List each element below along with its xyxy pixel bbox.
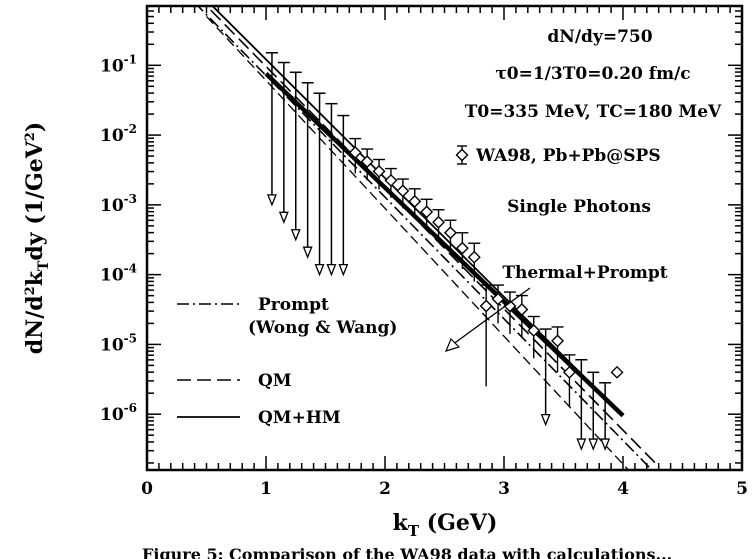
annotation-single-photons: Single Photons <box>507 197 651 217</box>
upper-limit-arrow <box>540 413 551 427</box>
annotation-dndy: dN/dy=750 <box>547 27 652 47</box>
data-point <box>467 250 481 264</box>
upper-limit-arrow <box>290 229 301 242</box>
data-point <box>479 299 493 313</box>
data-point <box>443 226 457 240</box>
figure-caption: Figure 5: Comparison of the WA98 data wi… <box>142 545 672 559</box>
upper-limit-arrow <box>588 438 599 451</box>
thermal-prompt-arrowhead <box>444 337 461 352</box>
thermal-prompt-pointer <box>451 287 531 346</box>
upper-limit-arrow <box>600 438 611 451</box>
data-point <box>491 292 505 306</box>
data-point <box>348 146 362 160</box>
x-tick-label: 2 <box>379 479 391 499</box>
x-axis-title: kT (GeV) <box>393 510 498 540</box>
data-point <box>420 205 434 219</box>
data-point <box>503 299 517 313</box>
y-tick-label: 10-2 <box>100 122 137 146</box>
data-point <box>562 365 576 379</box>
x-tick-label: 5 <box>736 479 748 499</box>
upper-limit-arrow <box>338 263 349 277</box>
x-tick-label: 4 <box>617 479 629 499</box>
data-point <box>384 173 398 187</box>
legend-label-prompt-sub: (Wong & Wang) <box>248 318 397 338</box>
x-tick-label: 1 <box>260 479 272 499</box>
data-point <box>551 334 565 348</box>
y-tick-label: 10-3 <box>100 192 137 216</box>
legend-label-qmhm: QM+HM <box>258 408 341 428</box>
y-tick-label: 10-1 <box>100 52 137 76</box>
upper-limit-arrow <box>302 246 313 259</box>
y-tick-label: 10-5 <box>100 331 137 355</box>
x-tick-label: 3 <box>498 479 510 499</box>
data-point <box>515 303 529 317</box>
annotation-data-label: WA98, Pb+Pb@SPS <box>475 146 661 166</box>
y-axis-title: dN/d2kTdy (1/GeV2) <box>22 122 52 355</box>
upper-limit-arrow <box>326 263 337 277</box>
data-point <box>360 155 374 169</box>
series-line-qm <box>205 6 660 468</box>
data-point <box>396 184 410 198</box>
upper-limit-arrow <box>278 211 289 225</box>
series-line-thermal-prompt <box>264 72 625 418</box>
legend-label-qm: QM <box>258 371 292 391</box>
data-point <box>455 241 469 255</box>
legend-data-marker <box>455 148 469 162</box>
data-point <box>432 215 446 229</box>
legend-label-prompt: Prompt <box>258 295 329 315</box>
upper-limit-arrow <box>266 194 277 207</box>
data-point <box>610 365 624 379</box>
x-tick-label: 0 <box>141 479 153 499</box>
data-point <box>372 164 386 178</box>
annotation-thermal-prompt: Thermal+Prompt <box>502 263 667 283</box>
upper-limit-arrow <box>314 263 325 277</box>
y-tick-label: 10-6 <box>100 401 137 425</box>
annotation-temperatures: T0=335 MeV, TC=180 MeV <box>465 102 722 122</box>
data-point <box>408 194 422 208</box>
data-point <box>527 323 541 337</box>
annotation-tau0: τ0=1/3T0=0.20 fm/c <box>495 64 690 84</box>
y-tick-label: 10-4 <box>100 262 137 286</box>
upper-limit-arrow <box>576 438 587 451</box>
